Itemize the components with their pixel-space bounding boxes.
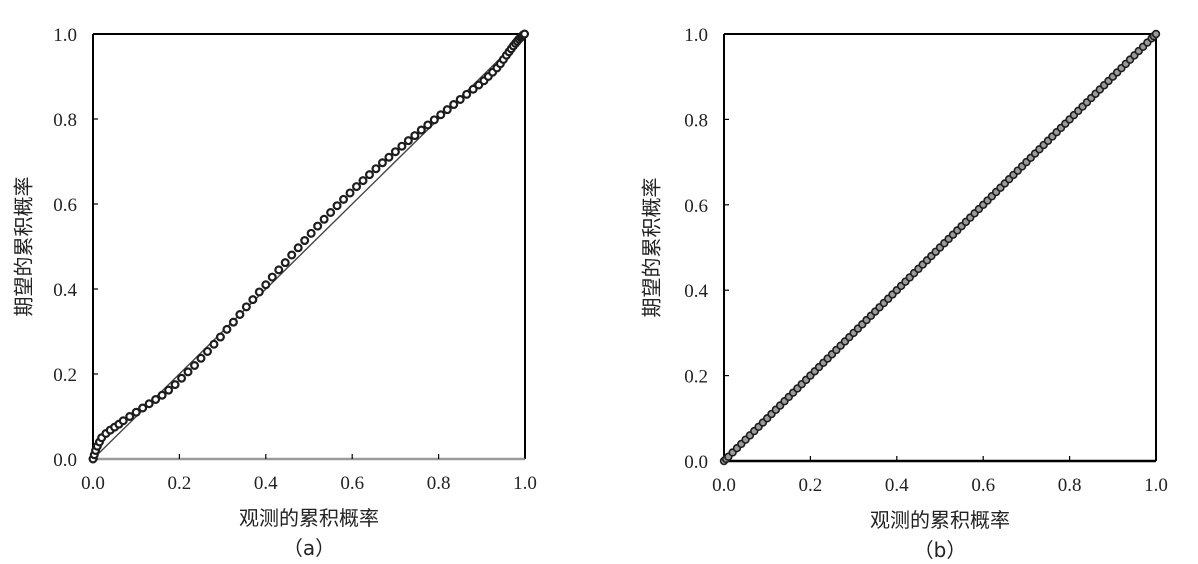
data-point [170,380,180,390]
data-point [222,324,232,334]
data-point [429,115,439,125]
x-tick-label: 0.2 [799,475,823,496]
x-tick-label: 0.4 [254,473,278,494]
y-axis-label: 期望的累积概率 [640,178,664,318]
x-tick-label: 1.0 [1144,475,1168,496]
data-point [267,272,277,282]
y-tick-label: 1.0 [684,25,708,46]
data-point [280,258,290,268]
data-point [1151,29,1161,39]
panel-label: （b） [914,538,967,562]
y-tick-label: 0.0 [684,452,708,473]
data-point [352,182,362,192]
data-point [300,236,310,246]
data-point [125,412,135,422]
panel-label: （a） [283,536,335,560]
x-tick-label: 0.6 [971,475,995,496]
y-tick-label: 0.2 [53,365,77,386]
y-tick-label: 0.2 [684,367,708,388]
y-tick-label: 1.0 [53,25,77,46]
data-point [183,367,193,377]
data-point [468,84,478,94]
x-tick-label: 0.6 [340,473,364,494]
data-point [157,390,167,400]
data-point [118,416,128,426]
data-point [403,136,413,146]
data-point [377,158,387,168]
x-tick-label: 1.0 [513,473,537,494]
data-point [274,265,284,275]
data-point [455,94,465,104]
y-tick-label: 0.0 [53,450,77,471]
x-tick-label: 0.8 [427,473,451,494]
data-point [384,152,394,162]
data-point [358,176,368,186]
data-point [287,250,297,260]
x-tick-label: 0.8 [1058,475,1082,496]
data-point [410,131,420,141]
data-point [261,280,271,290]
data-point [202,346,212,356]
y-tick-label: 0.8 [53,110,77,131]
data-point [241,302,251,312]
y-tick-label: 0.6 [53,195,77,216]
data-point [442,105,452,115]
data-point [364,170,374,180]
y-tick-label: 0.4 [684,281,708,302]
data-point [520,29,530,39]
data-point [254,287,264,297]
panel-b: 0.0 0.2 0.4 0.6 0.8 1.0 0.0 0.2 0.4 0.6 0.8 1.0 观测的累… [640,25,1168,562]
data-point [345,188,355,198]
data-point [423,120,433,130]
data-point [248,295,258,305]
data-point [209,339,219,349]
data-point [326,208,336,218]
data-point [215,332,225,342]
x-axis-label: 观测的累积概率 [870,508,1010,532]
panel-a: 0.0 0.2 0.4 0.6 0.8 1.0 0.0 0.2 0.4 0.6 0.8 1.0 观测的累… [12,25,537,560]
data-point [144,399,154,409]
data-point [319,214,329,224]
data-point [293,243,303,253]
data-point [449,100,459,110]
data-point [313,221,323,231]
data-point [390,147,400,157]
data-point [131,407,141,417]
data-point [371,164,381,174]
y-tick-label: 0.6 [684,196,708,217]
data-point [228,317,238,327]
x-axis-label: 观测的累积概率 [239,506,379,530]
y-axis-label: 期望的累积概率 [12,177,36,317]
data-point [164,385,174,395]
data-point [151,395,161,405]
data-point [196,353,206,363]
data-point [416,125,426,135]
x-tick-label: 0.0 [81,473,105,494]
data-point [332,201,342,211]
y-tick-label: 0.8 [684,110,708,131]
x-tick-label: 0.2 [168,473,192,494]
y-tick-label: 0.4 [53,280,77,301]
data-point [138,403,148,413]
x-tick-label: 0.4 [885,475,909,496]
data-point [190,361,200,371]
data-point [306,228,316,238]
data-point [177,373,187,383]
data-point [339,194,349,204]
data-point [462,89,472,99]
x-tick-label: 0.0 [712,475,736,496]
data-point [436,110,446,120]
data-point [235,310,245,320]
data-point [397,141,407,151]
